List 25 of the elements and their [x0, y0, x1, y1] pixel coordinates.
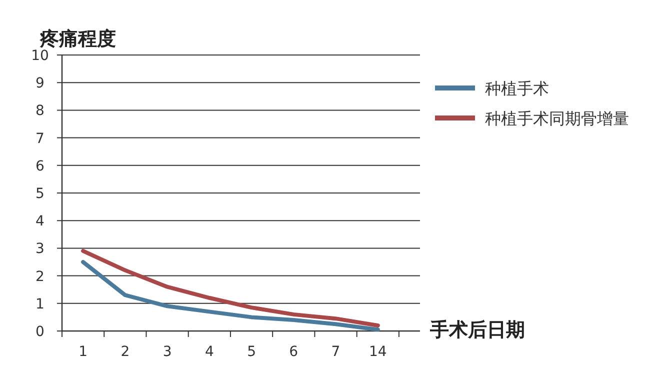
y-tick-label: 8 [36, 103, 44, 120]
legend-label: 种植手术同期骨增量 [485, 109, 629, 128]
y-tick-label: 2 [36, 268, 44, 285]
x-tick-label: 3 [162, 344, 172, 360]
y-tick-label: 0 [36, 324, 44, 340]
y-tick-label: 3 [36, 241, 44, 258]
line-series [81, 260, 380, 332]
x-tick-label: 6 [289, 344, 298, 360]
y-tick-label: 9 [36, 76, 44, 92]
y-tick-label: 6 [36, 158, 45, 174]
y-axis-title: 疼痛程度 [39, 28, 116, 50]
x-tick-label: 2 [120, 344, 130, 360]
y-tick-label: 10 [31, 48, 49, 64]
y-tick-label: 4 [36, 214, 45, 230]
y-tick-label: 5 [36, 186, 44, 202]
x-tick-label: 5 [247, 344, 256, 360]
line-series [81, 248, 380, 328]
x-tick-label: 1 [78, 344, 88, 360]
legend-label: 种植手术 [485, 79, 549, 98]
y-tick-label: 1 [36, 296, 44, 312]
y-tick-label: 7 [36, 130, 44, 147]
x-axis-title: 手术后日期 [429, 319, 525, 341]
x-tick-label: 4 [204, 344, 214, 360]
x-tick-label: 14 [368, 344, 387, 360]
x-tick-label: 7 [331, 344, 340, 360]
